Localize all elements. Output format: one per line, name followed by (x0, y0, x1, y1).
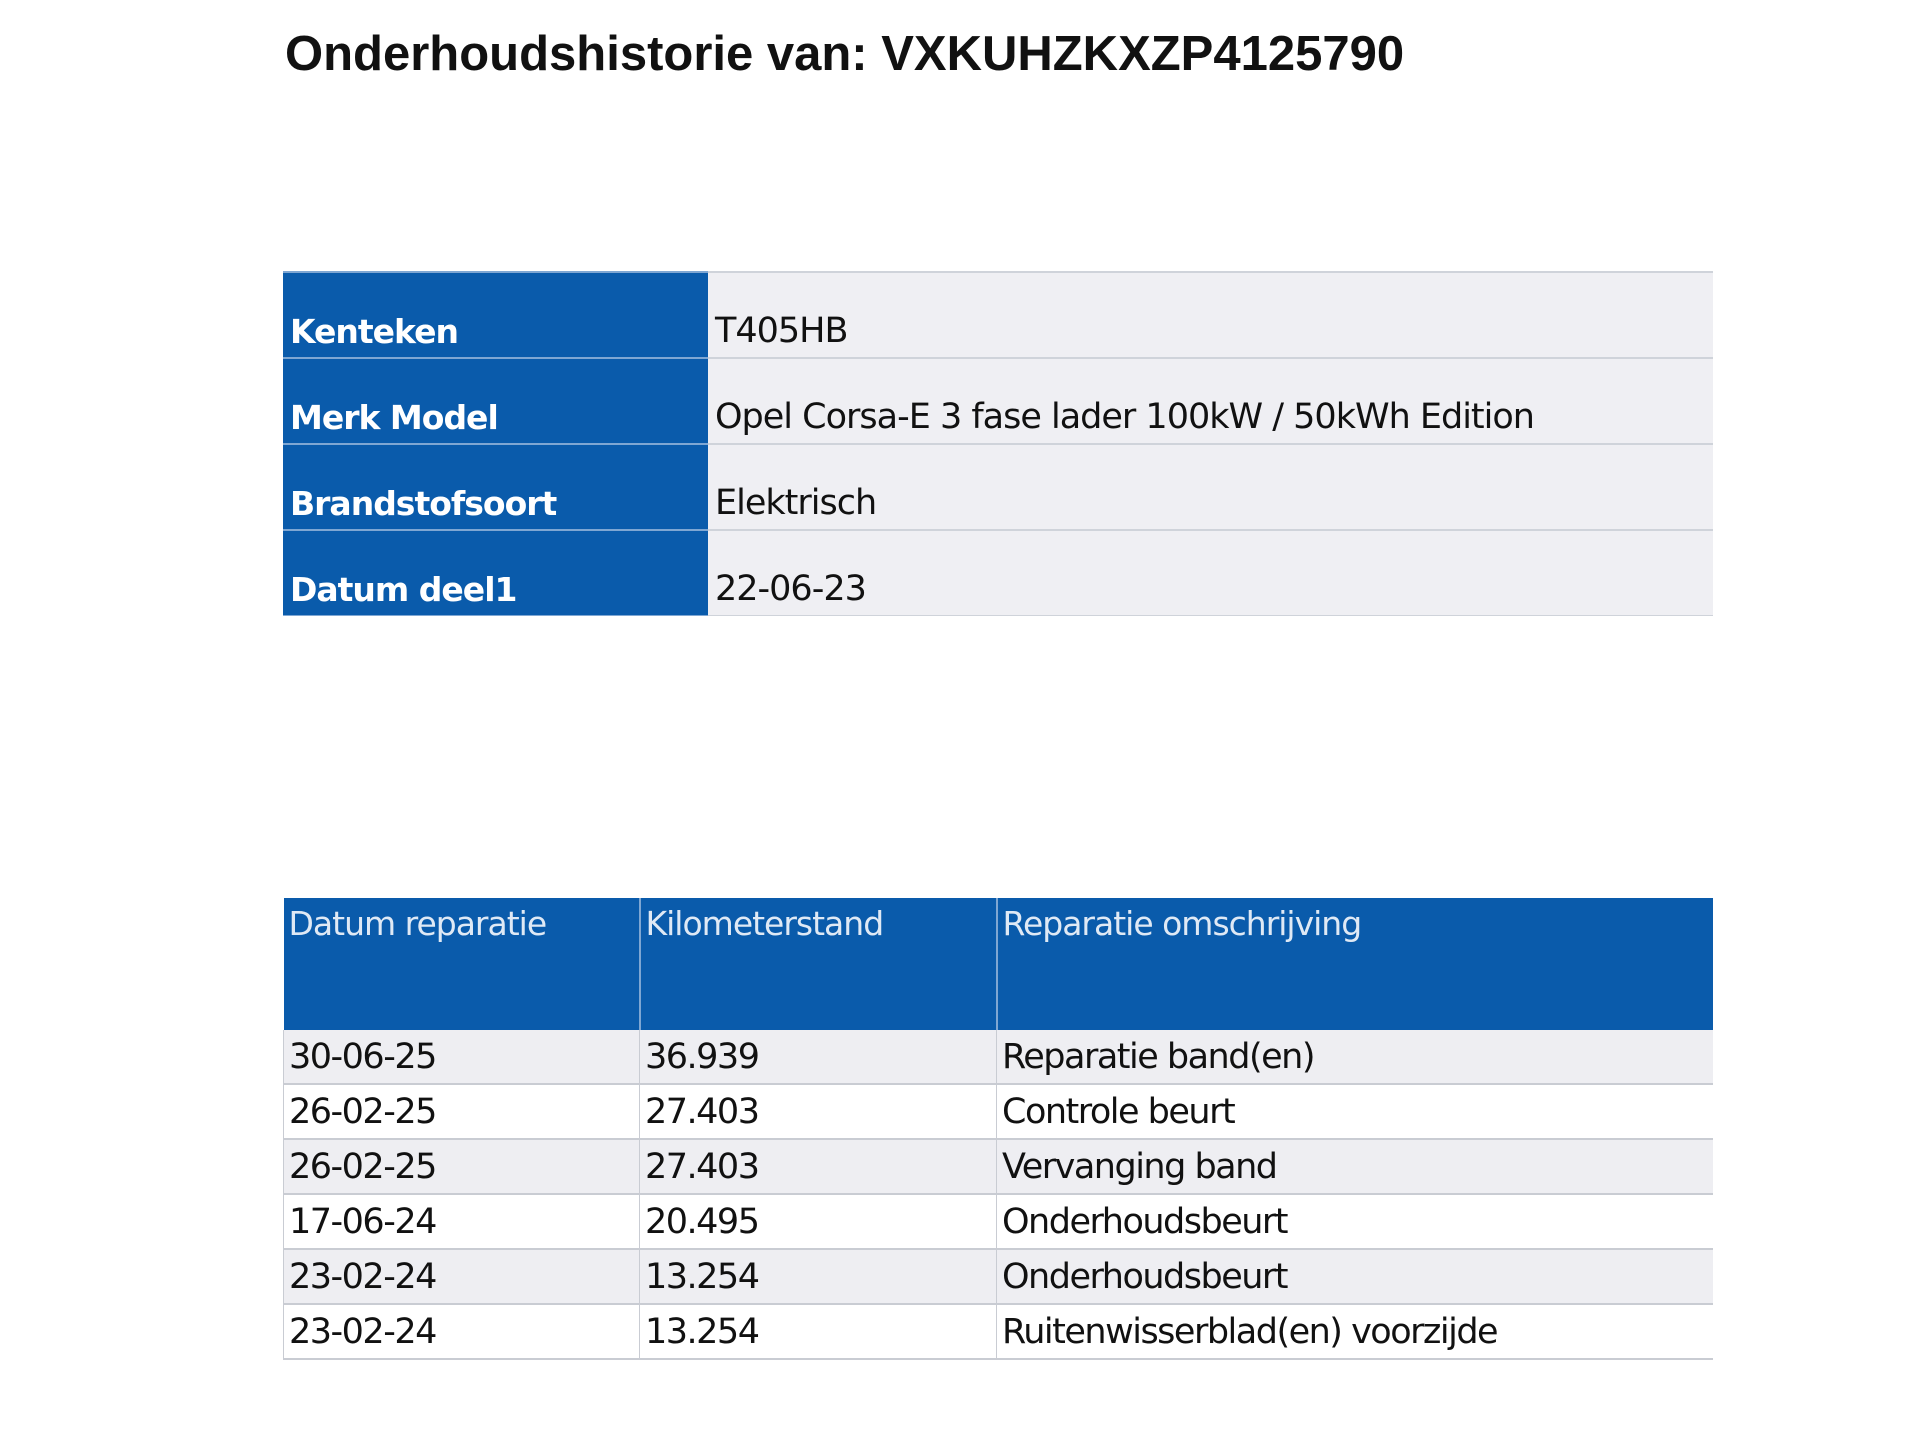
cell-description: Onderhoudsbeurt (996, 1194, 1713, 1250)
cell-mileage: 27.403 (639, 1139, 997, 1195)
cell-description: Controle beurt (996, 1084, 1713, 1140)
cell-date: 30-06-25 (283, 1030, 640, 1085)
cell-description: Vervanging band (996, 1139, 1713, 1195)
cell-date: 26-02-25 (283, 1084, 640, 1140)
row-label: Kenteken (283, 271, 708, 359)
table-row: 17-06-24 20.495 Onderhoudsbeurt (283, 1194, 1713, 1250)
maintenance-history-table: Datum reparatie Kilometerstand Reparatie… (283, 898, 1713, 1360)
table-row: 23-02-24 13.254 Onderhoudsbeurt (283, 1249, 1713, 1305)
table-row: 26-02-25 27.403 Controle beurt (283, 1084, 1713, 1140)
table-row: 30-06-25 36.939 Reparatie band(en) (283, 1030, 1713, 1085)
cell-date: 23-02-24 (283, 1304, 640, 1360)
cell-mileage: 13.254 (639, 1249, 997, 1305)
cell-mileage: 36.939 (639, 1030, 997, 1085)
cell-description: Reparatie band(en) (996, 1030, 1713, 1085)
row-value: T405HB (708, 271, 1713, 359)
column-header-description: Reparatie omschrijving (996, 898, 1713, 1030)
page-title: Onderhoudshistorie van: VXKUHZKXZP412579… (285, 27, 1405, 81)
vehicle-row-brandstofsoort: Brandstofsoort Elektrisch (283, 443, 1713, 531)
row-value: 22-06-23 (708, 529, 1713, 616)
row-label: Merk Model (283, 357, 708, 445)
row-value: Elektrisch (708, 443, 1713, 531)
table-header-row: Datum reparatie Kilometerstand Reparatie… (283, 898, 1713, 1030)
cell-date: 17-06-24 (283, 1194, 640, 1250)
vehicle-row-datum-deel1: Datum deel1 22-06-23 (283, 529, 1713, 616)
cell-mileage: 20.495 (639, 1194, 997, 1250)
cell-description: Ruitenwisserblad(en) voorzijde (996, 1304, 1713, 1360)
vehicle-row-merk-model: Merk Model Opel Corsa-E 3 fase lader 100… (283, 357, 1713, 445)
cell-description: Onderhoudsbeurt (996, 1249, 1713, 1305)
cell-mileage: 13.254 (639, 1304, 997, 1360)
row-label: Brandstofsoort (283, 443, 708, 531)
vehicle-row-kenteken: Kenteken T405HB (283, 271, 1713, 359)
table-row: 23-02-24 13.254 Ruitenwisserblad(en) voorz… (283, 1304, 1713, 1360)
cell-date: 23-02-24 (283, 1249, 640, 1305)
column-header-date: Datum reparatie (283, 898, 641, 1030)
vehicle-info-table: Kenteken T405HB Merk Model Opel Corsa-E … (283, 271, 1713, 616)
row-value: Opel Corsa-E 3 fase lader 100kW / 50kWh … (708, 357, 1713, 445)
row-label: Datum deel1 (283, 529, 708, 616)
table-row: 26-02-25 27.403 Vervanging band (283, 1139, 1713, 1195)
cell-date: 26-02-25 (283, 1139, 640, 1195)
column-header-mileage: Kilometerstand (639, 898, 998, 1030)
cell-mileage: 27.403 (639, 1084, 997, 1140)
